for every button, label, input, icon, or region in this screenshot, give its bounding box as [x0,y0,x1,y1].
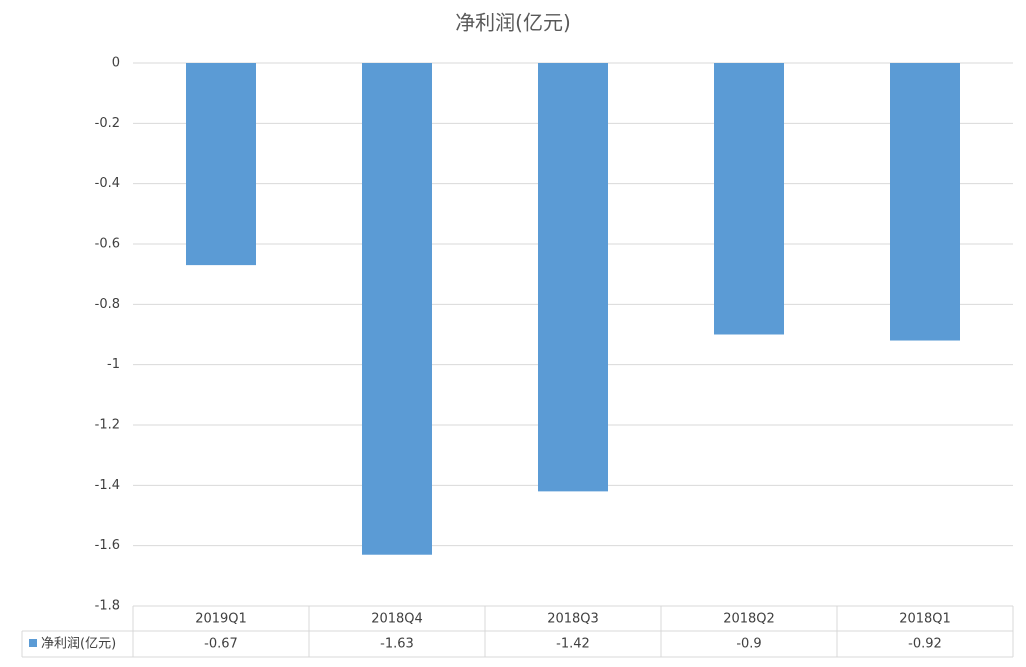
y-tick-label: -1.8 [95,599,120,614]
table-value: -0.9 [736,637,761,652]
y-tick-label: -1.2 [95,418,120,433]
table-value: -1.63 [380,637,414,652]
y-tick-label: 0 [112,56,120,71]
y-tick-label: -1 [107,357,120,372]
table-value: -0.67 [204,637,238,652]
x-tick-label: 2018Q4 [371,612,423,627]
bar [538,63,608,492]
y-tick-label: -1.4 [95,478,120,493]
table-value: -0.92 [908,637,942,652]
x-tick-label: 2018Q2 [723,612,775,627]
x-tick-label: 2018Q3 [547,612,599,627]
x-tick-label: 2019Q1 [195,612,247,627]
y-tick-label: -0.8 [95,297,120,312]
chart-title: 净利润(亿元) [455,11,571,35]
y-tick-label: -0.4 [95,176,120,191]
table-value: -1.42 [556,637,590,652]
x-tick-label: 2018Q1 [899,612,951,627]
bar [714,63,784,335]
bar [186,63,256,266]
bar [890,63,960,341]
y-tick-label: -0.2 [95,116,120,131]
legend-label: 净利润(亿元) [41,637,116,652]
y-tick-label: -0.6 [95,237,120,252]
y-tick-label: -1.6 [95,538,120,553]
bar [362,63,432,555]
legend-swatch [29,639,37,647]
